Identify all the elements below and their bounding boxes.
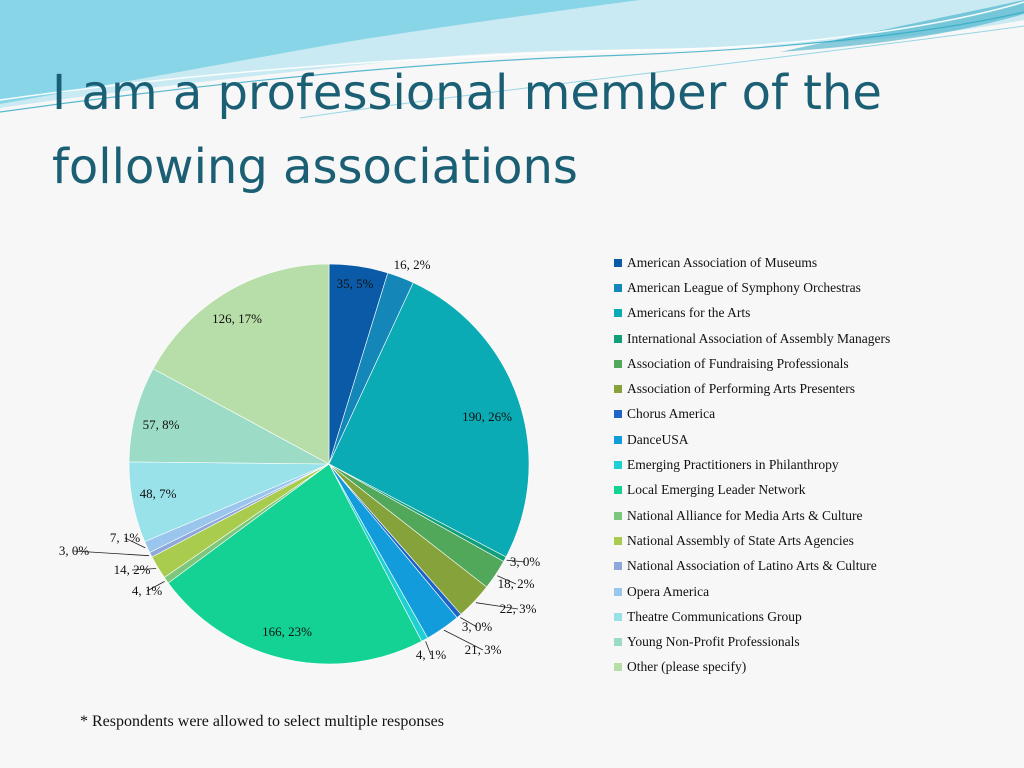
- slice-data-label: 3, 0%: [462, 619, 493, 634]
- legend-swatch: [614, 663, 622, 672]
- legend-swatch: [614, 359, 622, 368]
- slice-data-label: 14, 2%: [114, 562, 151, 577]
- legend-swatch: [614, 562, 622, 571]
- legend-label: Other (please specify): [627, 659, 747, 675]
- legend-label: Theatre Communications Group: [627, 608, 802, 624]
- slice-data-label: 166, 23%: [262, 624, 312, 639]
- slice-data-label: 57, 8%: [143, 417, 180, 432]
- legend-item: American League of Symphony Orchestras: [614, 275, 1014, 300]
- leader-line: [425, 641, 432, 656]
- legend-swatch: [614, 638, 622, 647]
- legend-label: Local Emerging Leader Network: [627, 482, 806, 498]
- slice-data-label: 22, 3%: [500, 601, 537, 616]
- legend-item: National Assembly of State Arts Agencies: [614, 528, 1014, 553]
- legend-item: American Association of Museums: [614, 250, 1014, 275]
- pie-slice: [167, 463, 423, 665]
- slice-data-label: 126, 17%: [212, 311, 262, 326]
- legend-item: Association of Performing Arts Presenter…: [614, 376, 1014, 401]
- legend-swatch: [614, 511, 622, 520]
- leader-line: [146, 581, 165, 592]
- leader-line: [475, 602, 519, 610]
- legend-swatch: [614, 536, 622, 545]
- legend-swatch: [614, 283, 622, 292]
- legend-item: National Association of Latino Arts & Cu…: [614, 554, 1014, 579]
- slice-data-label: 48, 7%: [140, 486, 177, 501]
- footnote: * Respondents were allowed to select mul…: [80, 713, 444, 730]
- pie-slice: [152, 263, 330, 465]
- slice-data-label: 3, 0%: [510, 554, 541, 569]
- legend-label: American League of Symphony Orchestras: [627, 279, 861, 295]
- leader-line: [73, 550, 150, 557]
- leader-line: [443, 629, 484, 651]
- leader-line: [497, 575, 517, 585]
- slice-data-label: 4, 1%: [416, 647, 447, 662]
- legend-item: Theatre Communications Group: [614, 604, 1014, 629]
- legend-label: American Association of Museums: [627, 254, 818, 270]
- slice-data-label: 18, 2%: [498, 576, 535, 591]
- legend-swatch: [614, 410, 622, 419]
- header-wave-decoration: [0, 0, 1024, 119]
- slice-data-label: 4, 1%: [132, 583, 163, 598]
- slice-data-label: 16, 2%: [394, 257, 431, 272]
- legend-label: National Assembly of State Arts Agencies: [627, 532, 854, 548]
- legend-item: Local Emerging Leader Network: [614, 478, 1014, 503]
- leader-line: [131, 568, 157, 571]
- leader-line: [460, 617, 478, 628]
- legend-swatch: [614, 612, 622, 621]
- slice-data-label: 21, 3%: [465, 642, 502, 657]
- legend-label: National Association of Latino Arts & Cu…: [627, 558, 877, 574]
- legend-item: Chorus America: [614, 402, 1014, 427]
- legend-label: Young Non-Profit Professionals: [627, 634, 800, 650]
- legend-swatch: [614, 309, 622, 318]
- legend-label: Emerging Practitioners in Philanthropy: [627, 457, 839, 473]
- legend-label: Association of Fundraising Professionals: [627, 355, 849, 371]
- legend-label: International Association of Assembly Ma…: [627, 330, 891, 346]
- slide-title: I am a professional member of the follow…: [52, 65, 882, 195]
- legend-swatch: [614, 587, 622, 596]
- legend-item: Emerging Practitioners in Philanthropy: [614, 452, 1014, 477]
- legend-label: Americans for the Arts: [627, 305, 751, 321]
- legend-swatch: [614, 258, 622, 267]
- legend-item: International Association of Assembly Ma…: [614, 326, 1014, 351]
- legend-swatch: [614, 385, 622, 394]
- legend-swatch: [614, 334, 622, 343]
- pie-chart: 35, 5% 16, 2% 190, 26% 3, 0% 18, 2% 22, 3% 3, …: [59, 257, 541, 665]
- legend-item: Americans for the Arts: [614, 301, 1014, 326]
- leader-line: [506, 559, 526, 563]
- chart-legend: American Association of Museums American …: [614, 250, 1014, 680]
- pie-slice: [328, 282, 530, 558]
- slice-data-label: 7, 1%: [110, 530, 141, 545]
- slice-data-label: 190, 26%: [462, 409, 512, 424]
- slice-data-label: 3, 0%: [59, 543, 90, 558]
- legend-item: Association of Fundraising Professionals: [614, 351, 1014, 376]
- legend-item: Opera America: [614, 579, 1014, 604]
- pie-slice: [128, 368, 330, 465]
- legend-swatch: [614, 435, 622, 444]
- legend-label: National Alliance for Media Arts & Cultu…: [627, 507, 863, 523]
- slice-data-label: 35, 5%: [337, 276, 374, 291]
- legend-label: Chorus America: [627, 406, 716, 422]
- leader-line: [124, 537, 146, 549]
- legend-label: Association of Performing Arts Presenter…: [627, 381, 855, 397]
- legend-item: DanceUSA: [614, 427, 1014, 452]
- legend-swatch: [614, 461, 622, 470]
- legend-item: Young Non-Profit Professionals: [614, 629, 1014, 654]
- legend-label: Opera America: [627, 583, 710, 599]
- legend-item: National Alliance for Media Arts & Cultu…: [614, 503, 1014, 528]
- legend-swatch: [614, 486, 622, 495]
- legend-item: Other (please specify): [614, 655, 1014, 680]
- legend-label: DanceUSA: [627, 431, 689, 447]
